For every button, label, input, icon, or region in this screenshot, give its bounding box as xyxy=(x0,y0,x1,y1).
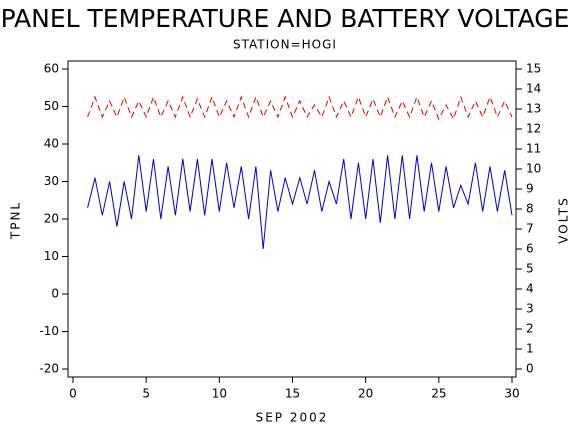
y-tick-label: 30 xyxy=(44,174,59,188)
y2-tick-label: 11 xyxy=(526,142,541,156)
y2-tick-label: 13 xyxy=(526,102,541,116)
y2-tick-label: 2 xyxy=(526,322,534,336)
y2-axis-label: VOLTS xyxy=(557,196,570,243)
y2-tick-label: 14 xyxy=(526,82,541,96)
y-tick-label: 50 xyxy=(44,99,59,113)
y-tick-label: 60 xyxy=(44,62,59,76)
y2-tick-label: 6 xyxy=(526,242,534,256)
data-line xyxy=(87,95,513,121)
y-tick-label: -10 xyxy=(39,324,59,338)
y2-tick-label: 4 xyxy=(526,282,534,296)
y2-tick-label: 3 xyxy=(526,302,534,316)
x-tick-label: 30 xyxy=(504,387,519,401)
y-tick-label: 0 xyxy=(51,287,59,301)
y-axis-label: TPNL xyxy=(9,201,23,240)
y-tick-label: 20 xyxy=(44,212,59,226)
x-axis-label: SEP 2002 xyxy=(256,411,329,425)
x-tick-label: 5 xyxy=(142,387,150,401)
chart-subtitle: STATION=HOGI xyxy=(233,38,337,52)
data-line xyxy=(87,155,513,250)
y2-tick-label: 1 xyxy=(526,342,534,356)
y2-tick-label: 8 xyxy=(526,202,534,216)
y-tick-label: 10 xyxy=(44,249,59,263)
x-tick-label: 0 xyxy=(69,387,77,401)
x-tick-label: 10 xyxy=(212,387,227,401)
y2-tick-label: 10 xyxy=(526,162,541,176)
y2-tick-label: 0 xyxy=(526,362,534,376)
y2-tick-label: 5 xyxy=(526,262,534,276)
x-tick-label: 25 xyxy=(431,387,446,401)
y2-tick-label: 9 xyxy=(526,182,534,196)
y-tick-label: 40 xyxy=(44,137,59,151)
y-tick-label: -20 xyxy=(39,362,59,376)
x-tick-label: 20 xyxy=(358,387,373,401)
y2-tick-label: 15 xyxy=(526,62,541,76)
y2-tick-label: 7 xyxy=(526,222,534,236)
y2-tick-label: 12 xyxy=(526,122,541,136)
chart-title: PANEL TEMPERATURE AND BATTERY VOLTAGE xyxy=(1,4,570,33)
x-tick-label: 15 xyxy=(285,387,300,401)
plot-frame xyxy=(67,60,517,378)
